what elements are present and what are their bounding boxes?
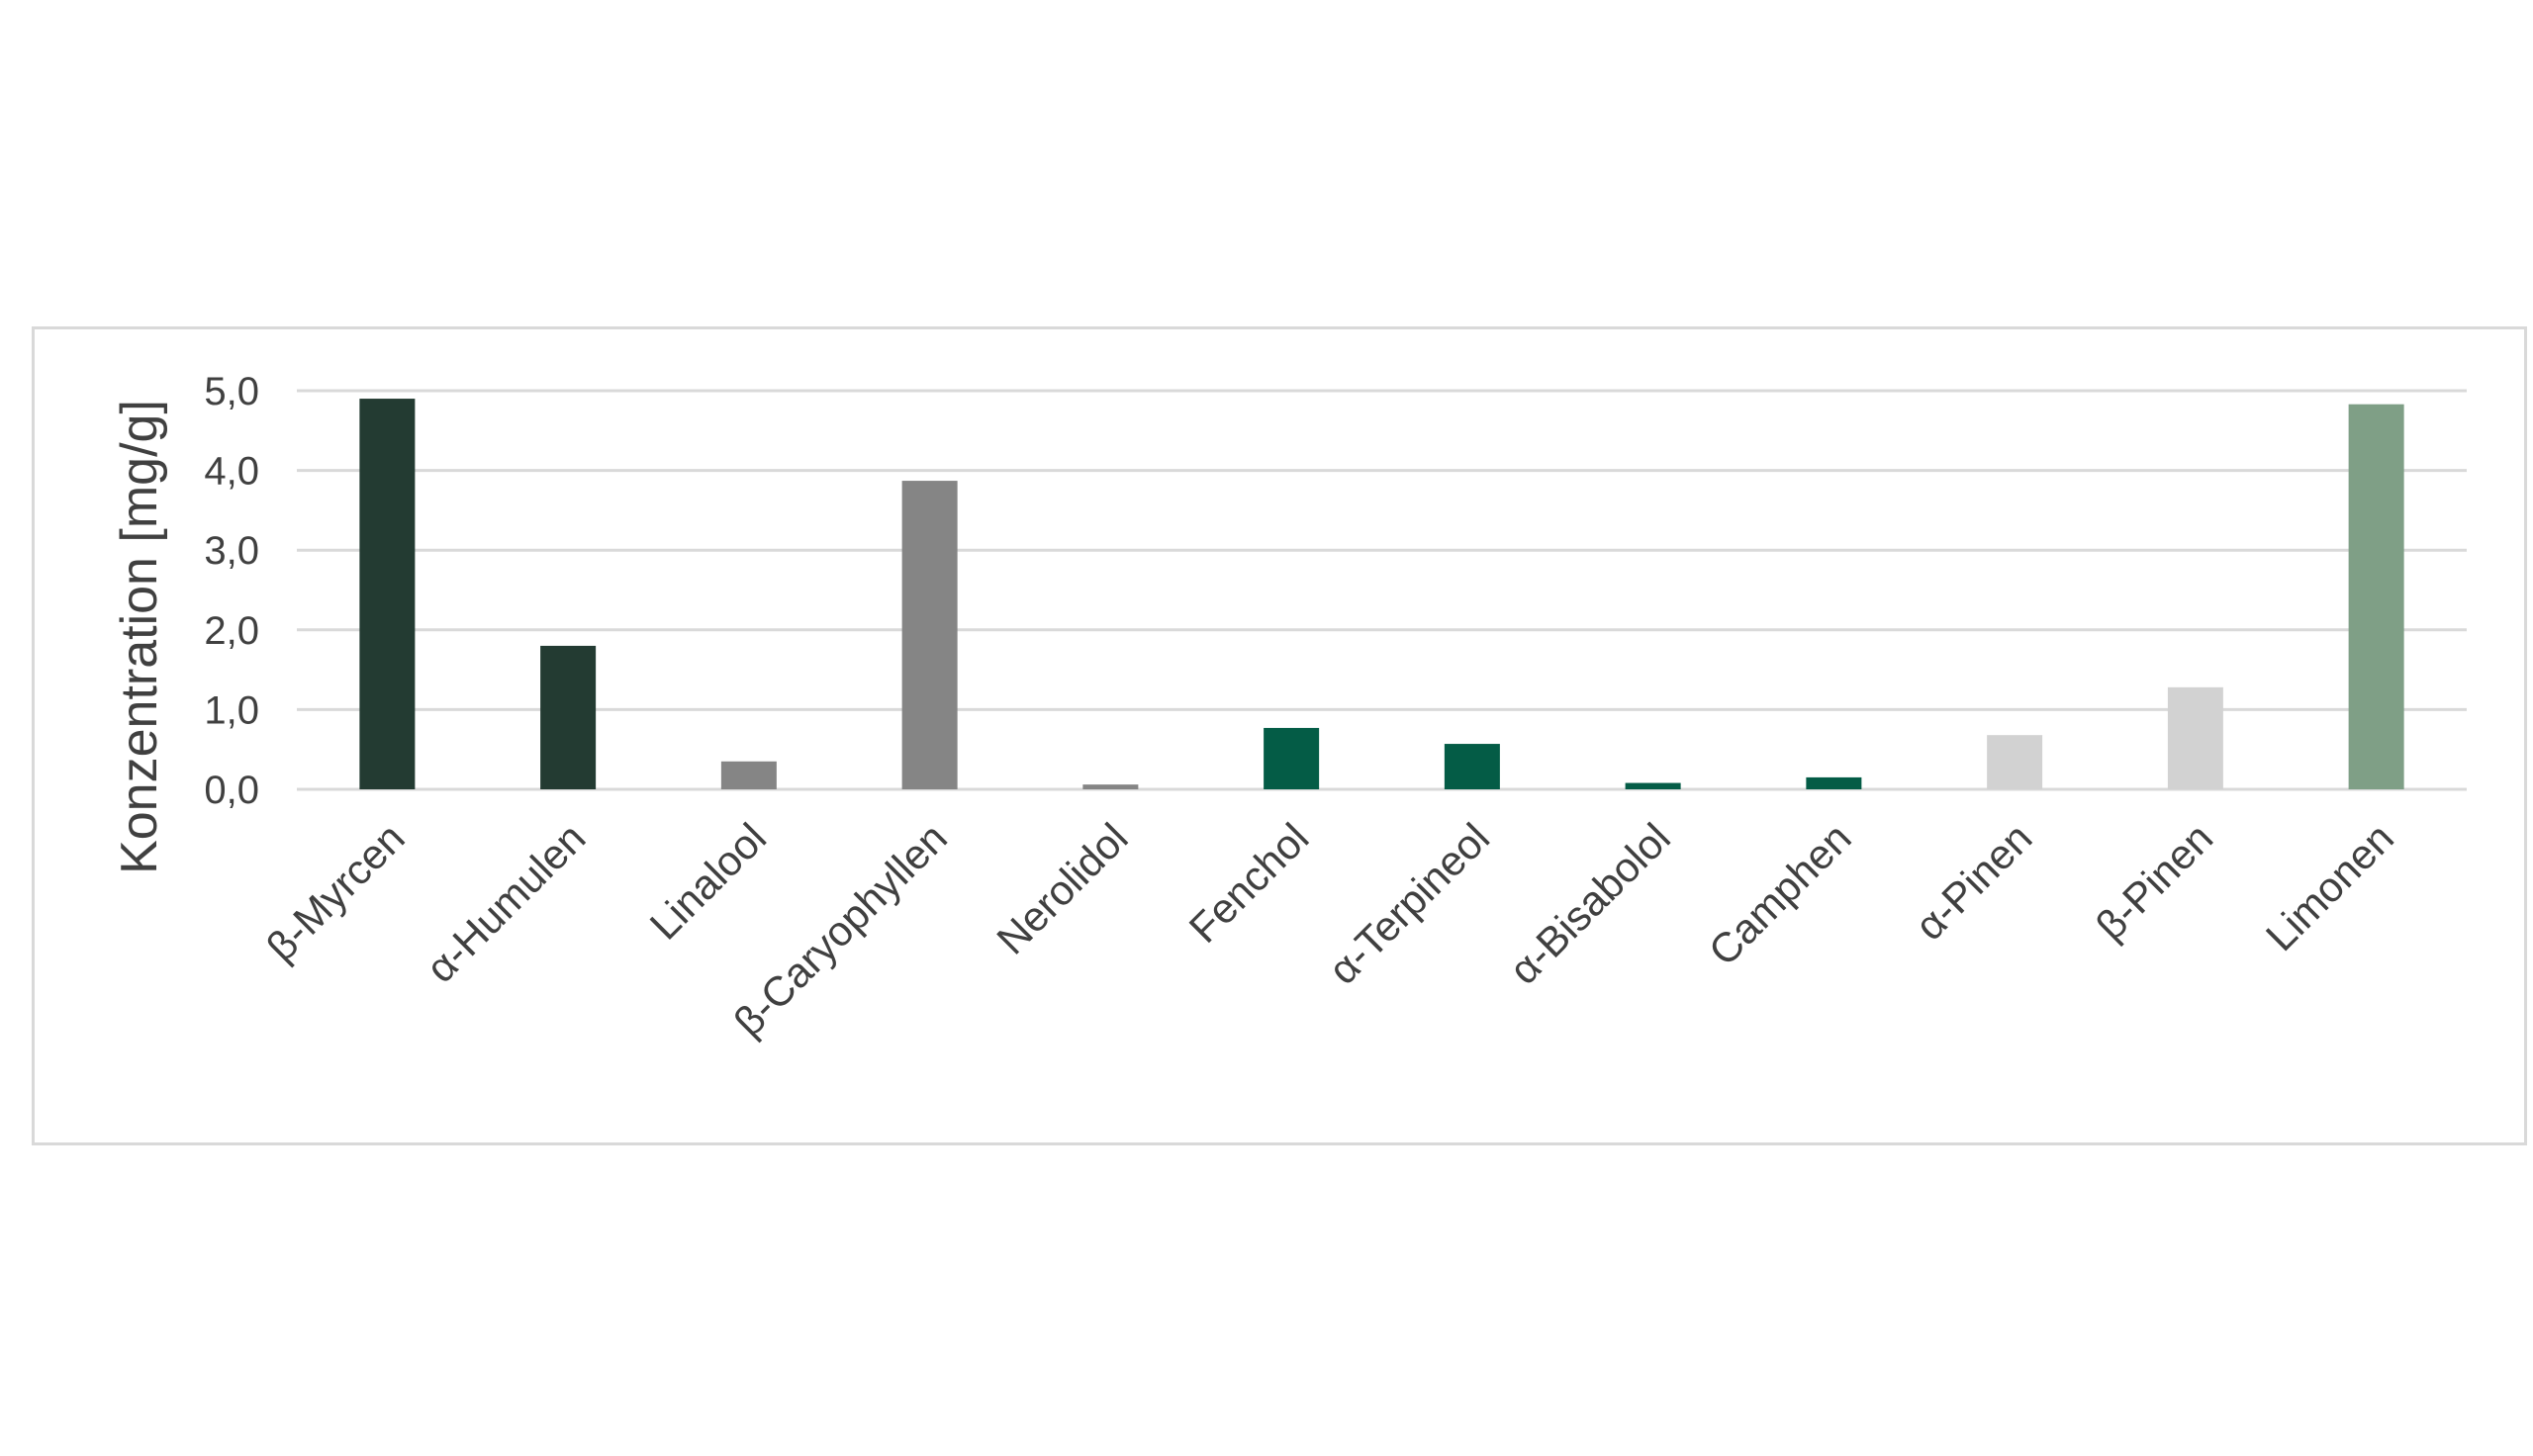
bar bbox=[1987, 735, 2043, 789]
x-tick-label: α-Terpineol bbox=[1319, 814, 1498, 993]
y-tick-label: 4,0 bbox=[204, 450, 259, 494]
bar bbox=[901, 481, 958, 789]
bar bbox=[359, 399, 416, 789]
bar bbox=[1082, 784, 1139, 789]
y-tick-label: 1,0 bbox=[204, 688, 259, 732]
y-tick-label: 5,0 bbox=[204, 370, 259, 413]
x-tick-label: α-Pinen bbox=[1906, 814, 2040, 949]
y-tick-label: 2,0 bbox=[204, 609, 259, 653]
bars bbox=[359, 399, 2404, 789]
bar bbox=[2348, 404, 2404, 789]
x-tick-label: Limonen bbox=[2257, 814, 2402, 959]
bar bbox=[1806, 776, 1862, 789]
bar bbox=[2167, 686, 2223, 789]
x-tick-label: α-Humulen bbox=[417, 814, 594, 991]
x-tick-label: Fenchol bbox=[1180, 814, 1318, 952]
bar bbox=[720, 761, 777, 789]
y-axis-ticks: 0,0 1,0 2,0 3,0 4,0 5,0 bbox=[204, 370, 259, 812]
x-tick-label: β-Myrcen bbox=[257, 814, 414, 970]
x-tick-label: α-Bisabolol bbox=[1500, 814, 1679, 993]
y-tick-label: 0,0 bbox=[204, 769, 259, 812]
y-tick-label: 3,0 bbox=[204, 529, 259, 573]
bar bbox=[1444, 744, 1500, 789]
bar bbox=[540, 645, 597, 789]
x-tick-label: β-Pinen bbox=[2087, 814, 2221, 949]
bar bbox=[1625, 782, 1681, 789]
x-tick-label: Linalool bbox=[641, 814, 776, 949]
y-axis-title: Konzentration [mg/g] bbox=[111, 400, 168, 874]
bar bbox=[1264, 727, 1320, 789]
x-tick-label: Nerolidol bbox=[987, 814, 1136, 962]
gridlines bbox=[297, 389, 2467, 791]
x-tick-label: Camphen bbox=[1700, 814, 1860, 974]
